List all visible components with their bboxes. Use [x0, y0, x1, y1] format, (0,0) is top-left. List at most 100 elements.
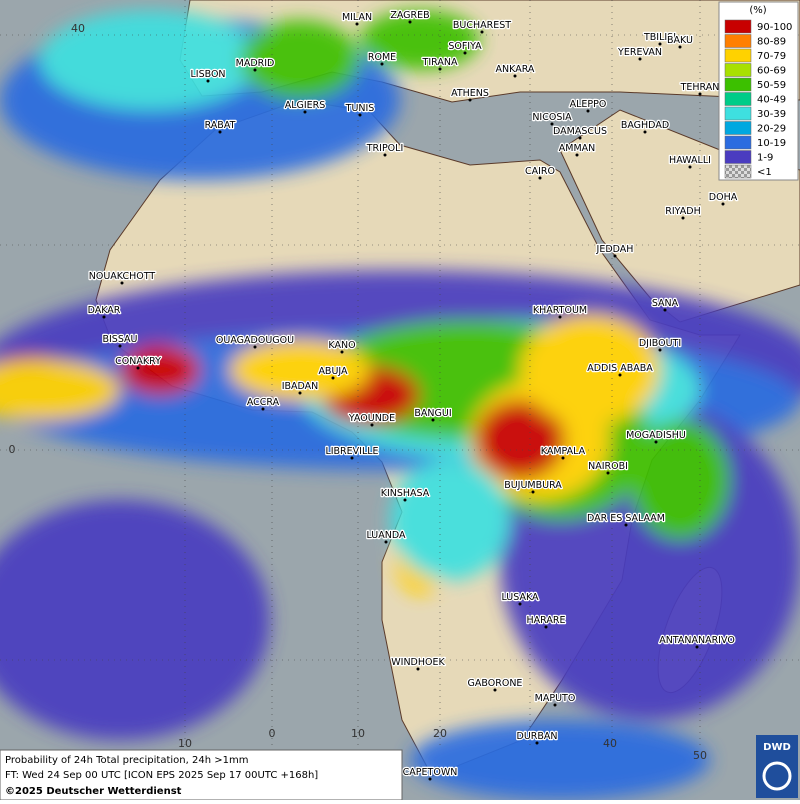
- city-label: LISBON: [190, 69, 225, 80]
- legend-label: 30-39: [757, 109, 786, 120]
- legend-label: 80-89: [757, 37, 786, 48]
- city-dot: [535, 741, 539, 745]
- footer-box: [0, 749, 403, 801]
- legend-label: <1: [757, 167, 772, 178]
- legend-swatch: [724, 63, 752, 77]
- city-dot: [380, 62, 384, 66]
- legend-label: 70-79: [757, 51, 786, 62]
- city-dot: [120, 281, 124, 285]
- city-label: BANGUI: [414, 408, 451, 419]
- city-label: ALEPPO: [570, 99, 607, 110]
- city-dot: [206, 79, 210, 83]
- city-label: MILAN: [342, 12, 372, 23]
- city-dot: [331, 376, 335, 380]
- legend-swatch: [724, 19, 752, 34]
- city-dot: [355, 22, 359, 26]
- city-dot: [695, 645, 699, 649]
- precip-area: [0, 360, 120, 420]
- city-dot: [463, 51, 467, 55]
- city-label: KINSHASA: [381, 488, 430, 499]
- city-label: YAOUNDE: [348, 413, 395, 424]
- city-label: SANA: [652, 298, 679, 309]
- city-label: KAMPALA: [541, 446, 586, 457]
- city-dot: [416, 667, 420, 671]
- precip-area: [230, 340, 370, 400]
- city-label: MOGADISHU: [626, 430, 686, 441]
- city-dot: [480, 30, 484, 34]
- city-dot: [698, 92, 702, 96]
- city-label: ANTANANARIVO: [659, 635, 735, 646]
- legend-swatch: [724, 48, 752, 63]
- city-label: MAPUTO: [535, 693, 576, 704]
- city-label: ROME: [368, 52, 396, 63]
- city-dot: [544, 625, 548, 629]
- legend-swatch: [724, 77, 752, 92]
- legend-title: (%): [749, 5, 766, 16]
- city-label: BUCHAREST: [453, 20, 511, 31]
- city-dot: [102, 315, 106, 319]
- legend-swatch: [724, 34, 752, 48]
- city-label: NICOSIA: [532, 112, 572, 123]
- city-label: TUNIS: [345, 103, 375, 114]
- legend: (%) 90-100 80-89 70-79 60-69 50-59 40-49 30-39…: [718, 1, 799, 181]
- precip-area: [475, 400, 565, 480]
- city-dot: [586, 109, 590, 113]
- city-label: KANO: [328, 340, 355, 351]
- city-dot: [438, 67, 442, 71]
- city-dot: [408, 20, 412, 24]
- city-label: TBILISI: [643, 32, 676, 43]
- city-label: LIBREVILLE: [325, 446, 378, 457]
- city-dot: [624, 523, 628, 527]
- city-dot: [518, 602, 522, 606]
- city-dot: [618, 373, 622, 377]
- city-dot: [493, 688, 497, 692]
- city-label: ATHENS: [451, 88, 489, 99]
- legend-label: 1-9: [757, 153, 773, 164]
- city-label: DAR ES SALAAM: [587, 513, 665, 524]
- city-label: ZAGREB: [390, 10, 429, 21]
- city-dot: [298, 391, 302, 395]
- city-label: SOFIYA: [448, 41, 482, 52]
- city-label: ACCRA: [247, 397, 280, 408]
- logo-swirl: [762, 761, 792, 791]
- legend-swatch: [724, 121, 752, 135]
- legend-swatch: [724, 92, 752, 106]
- city-label: CAIRO: [525, 166, 555, 177]
- city-dot: [136, 366, 140, 370]
- city-dot: [531, 490, 535, 494]
- precip-area: [120, 345, 200, 395]
- precip-area: [520, 315, 660, 425]
- legend-label: 50-59: [757, 80, 786, 91]
- city-dot: [638, 57, 642, 61]
- legend-label: 40-49: [757, 95, 786, 106]
- precip-area: [390, 460, 510, 580]
- city-label: ALGIERS: [285, 100, 326, 111]
- city-dot: [513, 74, 517, 78]
- city-label: CAPETOWN: [403, 767, 458, 778]
- legend-swatch: [724, 106, 752, 121]
- city-label: BAKU: [667, 35, 693, 46]
- city-dot: [606, 471, 610, 475]
- legend-label: 60-69: [757, 66, 786, 77]
- precip-area: [360, 10, 480, 70]
- grid-label: 0: [269, 727, 276, 740]
- city-dot: [350, 456, 354, 460]
- grid-label: 0: [9, 443, 16, 456]
- city-label: ABUJA: [318, 366, 348, 377]
- grid-label: 40: [603, 737, 617, 750]
- city-dot: [663, 308, 667, 312]
- grid-label: 10: [178, 737, 192, 750]
- city-label: GABORONE: [468, 678, 523, 689]
- city-label: BISSAU: [102, 334, 137, 345]
- city-dot: [218, 130, 222, 134]
- city-dot: [468, 98, 472, 102]
- legend-label: 90-100: [757, 22, 792, 33]
- city-dot: [561, 456, 565, 460]
- legend-swatch: [724, 150, 752, 164]
- precip-area: [0, 500, 270, 740]
- grid-label: 40: [71, 22, 85, 35]
- city-dot: [358, 113, 362, 117]
- city-label: IBADAN: [282, 381, 319, 392]
- city-dot: [558, 315, 562, 319]
